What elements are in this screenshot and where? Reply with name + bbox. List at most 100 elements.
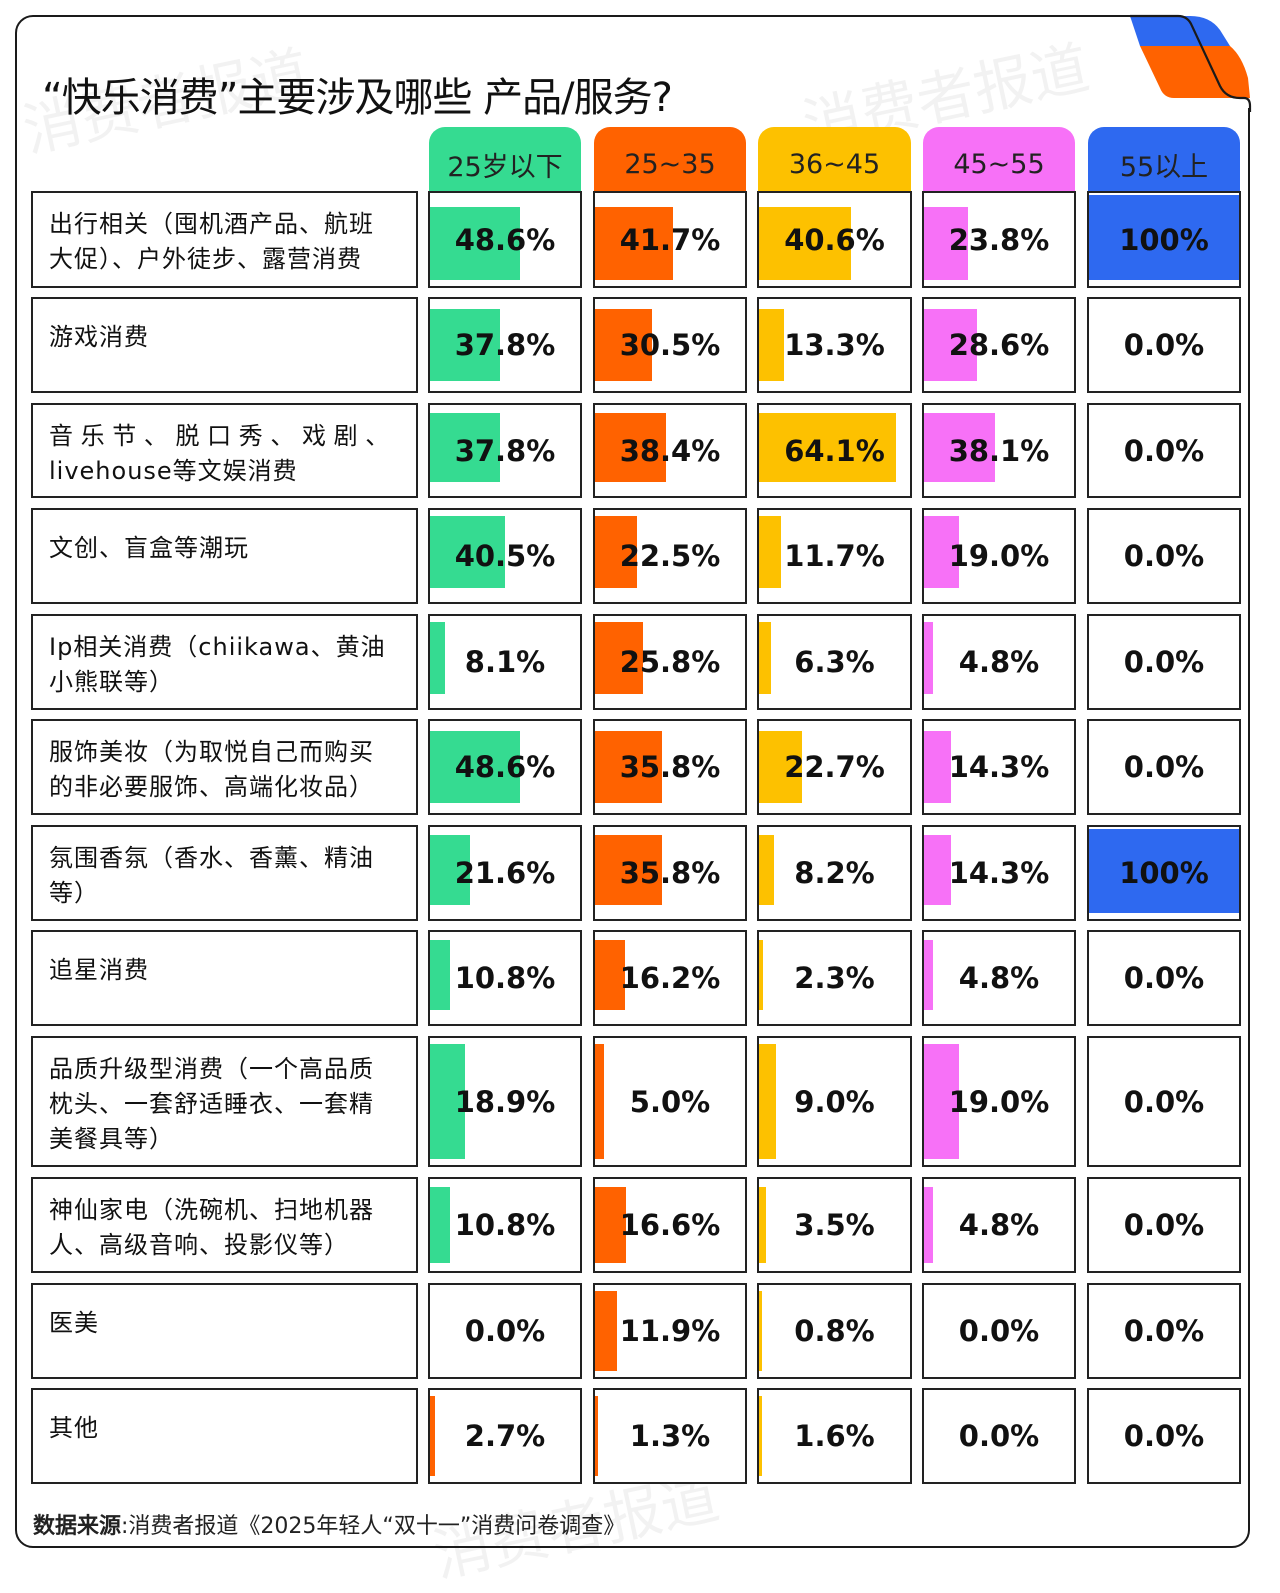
value-label: 3.5% <box>794 1208 875 1242</box>
value-bar <box>430 835 470 905</box>
value-bar <box>759 1187 766 1263</box>
row-label: 音 乐 节 、 脱 口 秀 、 戏 剧 、 livehouse等文娱消费 <box>31 403 418 498</box>
value-label: 18.9% <box>454 1084 556 1119</box>
value-label: 14.3% <box>948 856 1050 890</box>
value-cell: 22.5% <box>593 508 747 604</box>
value-label: 4.8% <box>958 645 1040 679</box>
value-label: 38.1% <box>948 433 1050 468</box>
value-cell: 4.8% <box>922 930 1076 1026</box>
value-label: 8.1% <box>464 645 546 679</box>
value-label: 30.5% <box>619 328 721 362</box>
value-label: 0.0% <box>1123 328 1205 362</box>
row-label: 出行相关（囤机酒产品、航班 大促）、户外徒步、露营消费 <box>31 191 418 288</box>
column-header-3: 36~45 <box>758 127 911 191</box>
value-cell: 1.3% <box>593 1388 747 1484</box>
value-label: 0.0% <box>1123 1208 1205 1242</box>
value-label: 23.8% <box>948 222 1050 257</box>
value-label: 25.8% <box>619 645 721 679</box>
chart-frame <box>15 15 1250 1548</box>
value-cell: 0.0% <box>1087 403 1241 498</box>
value-bar <box>595 1396 598 1476</box>
value-label: 37.8% <box>454 328 556 362</box>
value-cell: 37.8% <box>428 297 582 393</box>
value-bar <box>595 207 673 280</box>
value-bar <box>759 622 771 694</box>
value-cell: 0.0% <box>1087 930 1241 1026</box>
value-bar <box>924 940 933 1010</box>
value-bar <box>759 309 784 381</box>
value-cell: 23.8% <box>922 191 1076 288</box>
value-label: 19.0% <box>948 1084 1050 1119</box>
value-label: 41.7% <box>619 222 721 257</box>
value-label: 0.0% <box>1123 750 1205 784</box>
value-bar <box>595 731 662 803</box>
value-label: 5.0% <box>629 1084 711 1119</box>
row-label-line: 等） <box>49 879 99 907</box>
source-note: 数据来源:消费者报道《2025年轻人“双十一”消费问卷调查》 <box>33 1508 625 1540</box>
value-label: 13.3% <box>784 328 885 362</box>
value-cell: 16.2% <box>593 930 747 1026</box>
value-bar <box>924 731 951 803</box>
value-bar <box>430 207 520 280</box>
value-label: 40.5% <box>454 539 556 573</box>
row-label-line: 医美 <box>49 1308 99 1337</box>
value-cell: 0.0% <box>1087 297 1241 393</box>
value-cell: 0.0% <box>1087 614 1241 710</box>
row-label: 追星消费 <box>31 930 418 1026</box>
value-cell: 11.7% <box>757 508 912 604</box>
value-cell: 18.9% <box>428 1036 582 1167</box>
value-label: 48.6% <box>454 222 556 257</box>
value-label: 8.2% <box>794 856 875 890</box>
value-bar <box>759 940 763 1010</box>
value-bar <box>924 516 959 588</box>
value-cell: 4.8% <box>922 614 1076 710</box>
value-cell: 0.0% <box>922 1388 1076 1484</box>
value-cell: 25.8% <box>593 614 747 710</box>
value-label: 16.6% <box>619 1208 721 1242</box>
value-bar <box>924 835 951 905</box>
row-label: 服饰美妆（为取悦自己而购买 的非必要服饰、高端化妆品） <box>31 719 418 815</box>
value-cell: 38.4% <box>593 403 747 498</box>
value-label: 1.6% <box>794 1419 875 1453</box>
value-label: 6.3% <box>794 645 875 679</box>
value-bar <box>759 731 802 803</box>
value-cell: 16.6% <box>593 1177 747 1273</box>
value-cell: 19.0% <box>922 508 1076 604</box>
value-cell: 0.0% <box>1087 1036 1241 1167</box>
value-bar <box>759 1396 762 1476</box>
value-cell: 19.0% <box>922 1036 1076 1167</box>
value-label: 40.6% <box>784 222 885 257</box>
value-cell: 0.0% <box>1087 508 1241 604</box>
value-cell: 5.0% <box>593 1036 747 1167</box>
column-header-2: 25~35 <box>594 127 746 191</box>
row-label: 医美 <box>31 1283 418 1379</box>
row-label: 游戏消费 <box>31 297 418 393</box>
row-label-line: 大促）、户外徒步、露营消费 <box>49 245 362 273</box>
value-cell: 100% <box>1087 191 1241 288</box>
value-cell: 28.6% <box>922 297 1076 393</box>
folded-corner-icon <box>1130 14 1252 112</box>
row-label-line: 小熊联等） <box>49 668 174 696</box>
row-label-line: Ip相关消费（chiikawa、黄油 <box>49 633 386 661</box>
value-label: 35.8% <box>619 856 721 890</box>
value-bar <box>430 731 520 803</box>
value-bar <box>924 207 968 280</box>
value-label: 28.6% <box>948 328 1050 362</box>
value-bar <box>595 940 625 1010</box>
value-label: 10.8% <box>454 1208 556 1242</box>
value-bar <box>430 1187 450 1263</box>
row-label: 氛围香氛（香水、香薰、精油 等） <box>31 825 418 921</box>
value-cell: 0.0% <box>922 1283 1076 1379</box>
value-cell: 0.0% <box>1087 1177 1241 1273</box>
value-label: 0.0% <box>464 1314 546 1348</box>
value-cell: 40.5% <box>428 508 582 604</box>
value-cell: 35.8% <box>593 719 747 815</box>
value-label: 10.8% <box>454 961 556 995</box>
value-bar <box>759 516 781 588</box>
value-cell: 64.1% <box>757 403 912 498</box>
row-label: 其他 <box>31 1388 418 1484</box>
value-cell: 9.0% <box>757 1036 912 1167</box>
value-cell: 0.0% <box>1087 719 1241 815</box>
value-bar <box>759 413 896 482</box>
value-label: 4.8% <box>958 961 1040 995</box>
